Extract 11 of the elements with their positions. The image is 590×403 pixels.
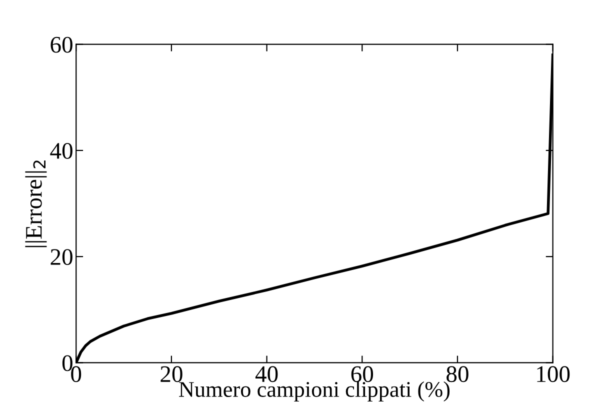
x-axis-title: Numero campioni clippati (%) xyxy=(179,381,450,402)
y-axis-title: ||Errore||$_{2}$ xyxy=(25,160,47,248)
y-tick-label: 60 xyxy=(50,36,72,53)
x-tick-label: 60 xyxy=(351,366,374,382)
x-tick-label: 40 xyxy=(255,366,278,382)
y-tick-label: 0 xyxy=(62,355,72,372)
x-tick-label: 100 xyxy=(537,366,570,382)
x-tick-label: 80 xyxy=(446,366,468,382)
x-tick-label: 20 xyxy=(160,366,182,382)
y-tick-label: 20 xyxy=(50,249,72,265)
y-tick-label: 40 xyxy=(50,142,72,159)
